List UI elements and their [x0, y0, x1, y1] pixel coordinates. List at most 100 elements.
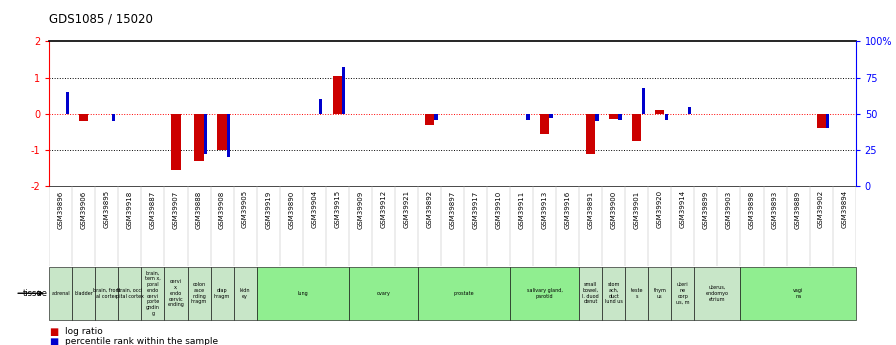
- FancyBboxPatch shape: [165, 267, 187, 320]
- Bar: [618, 114, 622, 120]
- Text: ■: ■: [49, 327, 58, 337]
- Text: adrenal: adrenal: [51, 291, 70, 296]
- Text: brain, occi
pital cortex: brain, occi pital cortex: [116, 288, 144, 299]
- Bar: [826, 114, 830, 128]
- FancyBboxPatch shape: [95, 267, 118, 320]
- FancyBboxPatch shape: [671, 267, 694, 320]
- Text: GSM39892: GSM39892: [426, 190, 433, 228]
- FancyBboxPatch shape: [740, 267, 856, 320]
- FancyBboxPatch shape: [625, 267, 649, 320]
- Bar: [425, 114, 434, 125]
- Text: GSM39915: GSM39915: [334, 190, 340, 228]
- FancyBboxPatch shape: [694, 267, 740, 320]
- Bar: [586, 114, 595, 154]
- Bar: [526, 114, 530, 120]
- Bar: [227, 114, 230, 157]
- Text: GSM39918: GSM39918: [127, 190, 133, 228]
- Bar: [112, 114, 115, 121]
- Bar: [218, 114, 227, 150]
- Text: teste
s: teste s: [631, 288, 643, 299]
- Bar: [549, 114, 553, 118]
- Text: brain, front
al cortex: brain, front al cortex: [93, 288, 121, 299]
- Bar: [435, 114, 437, 120]
- Text: GSM39903: GSM39903: [726, 190, 732, 228]
- Text: GSM39889: GSM39889: [795, 190, 801, 228]
- Text: GSM39901: GSM39901: [633, 190, 640, 228]
- FancyBboxPatch shape: [49, 267, 73, 320]
- FancyBboxPatch shape: [142, 267, 165, 320]
- Bar: [194, 114, 203, 161]
- Text: GSM39898: GSM39898: [749, 190, 755, 228]
- Text: GSM39895: GSM39895: [104, 190, 110, 228]
- Text: GSM39921: GSM39921: [403, 190, 409, 228]
- Text: log ratio: log ratio: [65, 327, 103, 336]
- Bar: [633, 114, 642, 141]
- Text: prostate: prostate: [453, 291, 474, 296]
- FancyBboxPatch shape: [602, 267, 625, 320]
- Text: GSM39911: GSM39911: [519, 190, 524, 228]
- Text: GSM39888: GSM39888: [196, 190, 202, 228]
- Text: cervi
x,
endo
cervic
ending: cervi x, endo cervic ending: [168, 279, 185, 307]
- Text: salivary gland,
parotid: salivary gland, parotid: [527, 288, 563, 299]
- Text: GSM39913: GSM39913: [542, 190, 547, 228]
- Text: thym
us: thym us: [653, 288, 667, 299]
- Text: GDS1085 / 15020: GDS1085 / 15020: [49, 12, 153, 25]
- FancyBboxPatch shape: [649, 267, 671, 320]
- Text: GSM39899: GSM39899: [703, 190, 709, 228]
- Text: vagi
na: vagi na: [793, 288, 804, 299]
- Text: GSM39902: GSM39902: [818, 190, 824, 228]
- Bar: [816, 114, 826, 128]
- Bar: [79, 114, 89, 121]
- FancyBboxPatch shape: [187, 267, 211, 320]
- Text: GSM39912: GSM39912: [381, 190, 386, 228]
- Text: GSM39916: GSM39916: [564, 190, 571, 228]
- Text: GSM39897: GSM39897: [450, 190, 455, 228]
- Text: ■: ■: [49, 337, 58, 345]
- Bar: [319, 99, 323, 114]
- Bar: [596, 114, 599, 121]
- FancyBboxPatch shape: [579, 267, 602, 320]
- FancyBboxPatch shape: [349, 267, 418, 320]
- Text: uteri
ne
corp
us, m: uteri ne corp us, m: [676, 282, 690, 304]
- FancyBboxPatch shape: [418, 267, 510, 320]
- Text: GSM39920: GSM39920: [657, 190, 663, 228]
- Bar: [609, 114, 618, 119]
- Text: GSM39910: GSM39910: [495, 190, 502, 228]
- FancyBboxPatch shape: [73, 267, 95, 320]
- Text: GSM39919: GSM39919: [265, 190, 271, 228]
- Bar: [655, 110, 665, 114]
- Text: ovary: ovary: [376, 291, 391, 296]
- Text: stom
ach,
duct
lund us: stom ach, duct lund us: [605, 282, 623, 304]
- FancyBboxPatch shape: [510, 267, 579, 320]
- Text: GSM39908: GSM39908: [220, 190, 225, 228]
- Text: GSM39887: GSM39887: [150, 190, 156, 228]
- Text: GSM39890: GSM39890: [289, 190, 294, 228]
- Text: kidn
ey: kidn ey: [240, 288, 250, 299]
- Bar: [687, 107, 691, 114]
- Text: brain,
tem x,
poral
endo
cervi
porte
gndin
g: brain, tem x, poral endo cervi porte gnd…: [145, 270, 161, 316]
- Text: GSM39896: GSM39896: [58, 190, 64, 228]
- Text: lung: lung: [297, 291, 308, 296]
- Bar: [65, 92, 69, 114]
- Text: GSM39893: GSM39893: [772, 190, 778, 228]
- Bar: [171, 114, 181, 170]
- Text: GSM39907: GSM39907: [173, 190, 179, 228]
- Text: GSM39904: GSM39904: [311, 190, 317, 228]
- Text: bladder: bladder: [74, 291, 93, 296]
- Text: GSM39905: GSM39905: [242, 190, 248, 228]
- FancyBboxPatch shape: [234, 267, 256, 320]
- Text: diap
hragm: diap hragm: [214, 288, 230, 299]
- FancyBboxPatch shape: [256, 267, 349, 320]
- Bar: [665, 114, 668, 120]
- Text: GSM39900: GSM39900: [611, 190, 616, 228]
- Text: small
bowel,
l. duod
denut: small bowel, l. duod denut: [582, 282, 599, 304]
- Text: GSM39891: GSM39891: [588, 190, 594, 228]
- Bar: [203, 114, 207, 155]
- Text: GSM39917: GSM39917: [472, 190, 478, 228]
- Bar: [342, 68, 346, 114]
- Bar: [540, 114, 549, 134]
- Text: GSM39909: GSM39909: [358, 190, 363, 228]
- Text: colon
asce
nding
hragm: colon asce nding hragm: [191, 282, 207, 304]
- FancyBboxPatch shape: [118, 267, 142, 320]
- Text: percentile rank within the sample: percentile rank within the sample: [65, 337, 219, 345]
